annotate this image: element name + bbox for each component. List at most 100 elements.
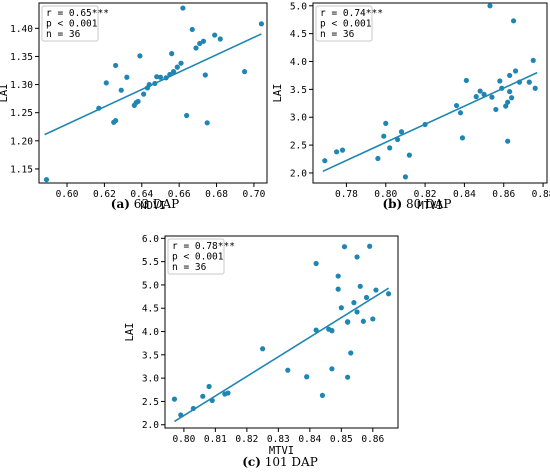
x-tick-label: 0.84 xyxy=(298,434,321,445)
y-tick-label: 3.5 xyxy=(290,85,307,96)
data-point xyxy=(137,53,143,59)
data-point xyxy=(497,78,503,84)
data-point xyxy=(381,133,387,139)
x-tick-label: 0.85 xyxy=(330,434,353,445)
data-point xyxy=(313,327,319,333)
x-tick-label: 0.60 xyxy=(56,189,79,200)
x-tick-label: 0.70 xyxy=(242,189,265,200)
caption-letter: (a) xyxy=(111,197,130,211)
data-point xyxy=(171,396,178,402)
data-point xyxy=(184,112,190,119)
data-point xyxy=(178,412,184,418)
data-point xyxy=(157,74,164,80)
data-point xyxy=(354,309,360,315)
data-point xyxy=(141,91,147,97)
data-point xyxy=(375,155,381,162)
data-point xyxy=(507,72,513,79)
data-point xyxy=(146,81,152,88)
chart-panel-0: 0.60 0.62 0.64 0.66 0.68 0.70 1.15 1.20 1.25 1.30… xyxy=(0,2,268,212)
y-tick-label: 5.0 xyxy=(142,280,159,291)
data-point xyxy=(507,89,513,95)
data-point xyxy=(394,136,401,143)
data-point xyxy=(351,300,357,306)
y-axis-label: LAI xyxy=(272,84,284,103)
x-axis-label: MTVI xyxy=(417,200,442,212)
data-point xyxy=(212,32,218,38)
data-point xyxy=(197,40,203,47)
plot-frame xyxy=(312,2,548,184)
data-point xyxy=(406,152,412,158)
data-point xyxy=(402,174,409,180)
data-point xyxy=(335,286,341,292)
data-point xyxy=(206,383,212,390)
data-point xyxy=(96,105,102,111)
y-tick-label: 4.5 xyxy=(290,29,307,40)
data-point xyxy=(354,254,360,260)
stat-line: n = 36 xyxy=(320,29,355,40)
data-point xyxy=(345,374,351,380)
data-point xyxy=(313,260,319,267)
data-point xyxy=(477,88,483,94)
x-axis-label: MTVI xyxy=(269,445,294,457)
data-point xyxy=(200,38,207,44)
x-tick-label: 0.88 xyxy=(532,189,550,200)
panel-caption: (c) 101 DAP xyxy=(242,455,318,469)
plot-frame xyxy=(38,2,268,184)
data-point xyxy=(363,294,370,301)
stat-line: n = 36 xyxy=(172,262,207,273)
y-tick-label: 5.5 xyxy=(142,257,159,268)
data-point xyxy=(178,60,184,66)
data-point xyxy=(453,102,460,109)
x-tick-label: 0.82 xyxy=(235,434,258,445)
data-point xyxy=(169,51,175,57)
data-point xyxy=(341,244,348,250)
x-tick-label: 0.80 xyxy=(374,189,397,200)
y-axis-label: LAI xyxy=(0,84,10,103)
y-tick-label: 1.30 xyxy=(10,80,33,91)
data-point xyxy=(163,75,169,81)
data-point xyxy=(516,79,523,85)
x-tick-label: 0.78 xyxy=(335,189,358,200)
data-point xyxy=(383,120,389,126)
y-tick-label: 4.0 xyxy=(290,57,307,68)
data-point xyxy=(202,72,208,78)
data-point xyxy=(505,99,511,105)
data-point xyxy=(167,71,173,78)
y-tick-label: 2.5 xyxy=(290,141,307,152)
y-tick-label: 1.25 xyxy=(10,108,33,119)
x-tick-label: 0.82 xyxy=(414,189,437,200)
data-point xyxy=(43,177,50,183)
y-tick-label: 6.0 xyxy=(142,234,159,245)
y-tick-label: 3.0 xyxy=(290,113,307,124)
stat-line: r = 0.78*** xyxy=(172,241,235,252)
data-point xyxy=(335,273,341,279)
data-point xyxy=(503,103,509,109)
data-point xyxy=(422,121,428,128)
data-point xyxy=(512,68,519,74)
data-point xyxy=(367,243,373,249)
data-point xyxy=(258,21,264,27)
x-tick-label: 0.62 xyxy=(93,189,116,200)
y-tick-label: 1.20 xyxy=(10,136,33,147)
data-point xyxy=(509,95,515,101)
data-point xyxy=(348,350,354,356)
data-point xyxy=(489,94,495,100)
data-point xyxy=(473,94,479,100)
y-tick-label: 1.15 xyxy=(10,164,33,175)
x-tick-label: 0.64 xyxy=(130,189,153,200)
caption-letter: (b) xyxy=(382,197,402,211)
x-axis-label: NDVI xyxy=(140,200,165,212)
x-tick-label: 0.84 xyxy=(453,189,476,200)
chart-panel-1: 0.78 0.80 0.82 0.84 0.86 0.88 2.0 2.5 3.0 3.5 4.0 4… xyxy=(272,1,550,212)
data-point xyxy=(113,62,119,69)
data-point xyxy=(481,91,487,97)
data-point xyxy=(170,69,177,75)
caption-text: 101 DAP xyxy=(261,455,318,469)
data-point xyxy=(493,106,499,113)
data-point xyxy=(113,117,119,124)
y-tick-label: 5.0 xyxy=(290,1,307,12)
data-point xyxy=(510,18,517,24)
data-point xyxy=(135,98,141,105)
x-tick-label: 0.80 xyxy=(172,434,195,445)
